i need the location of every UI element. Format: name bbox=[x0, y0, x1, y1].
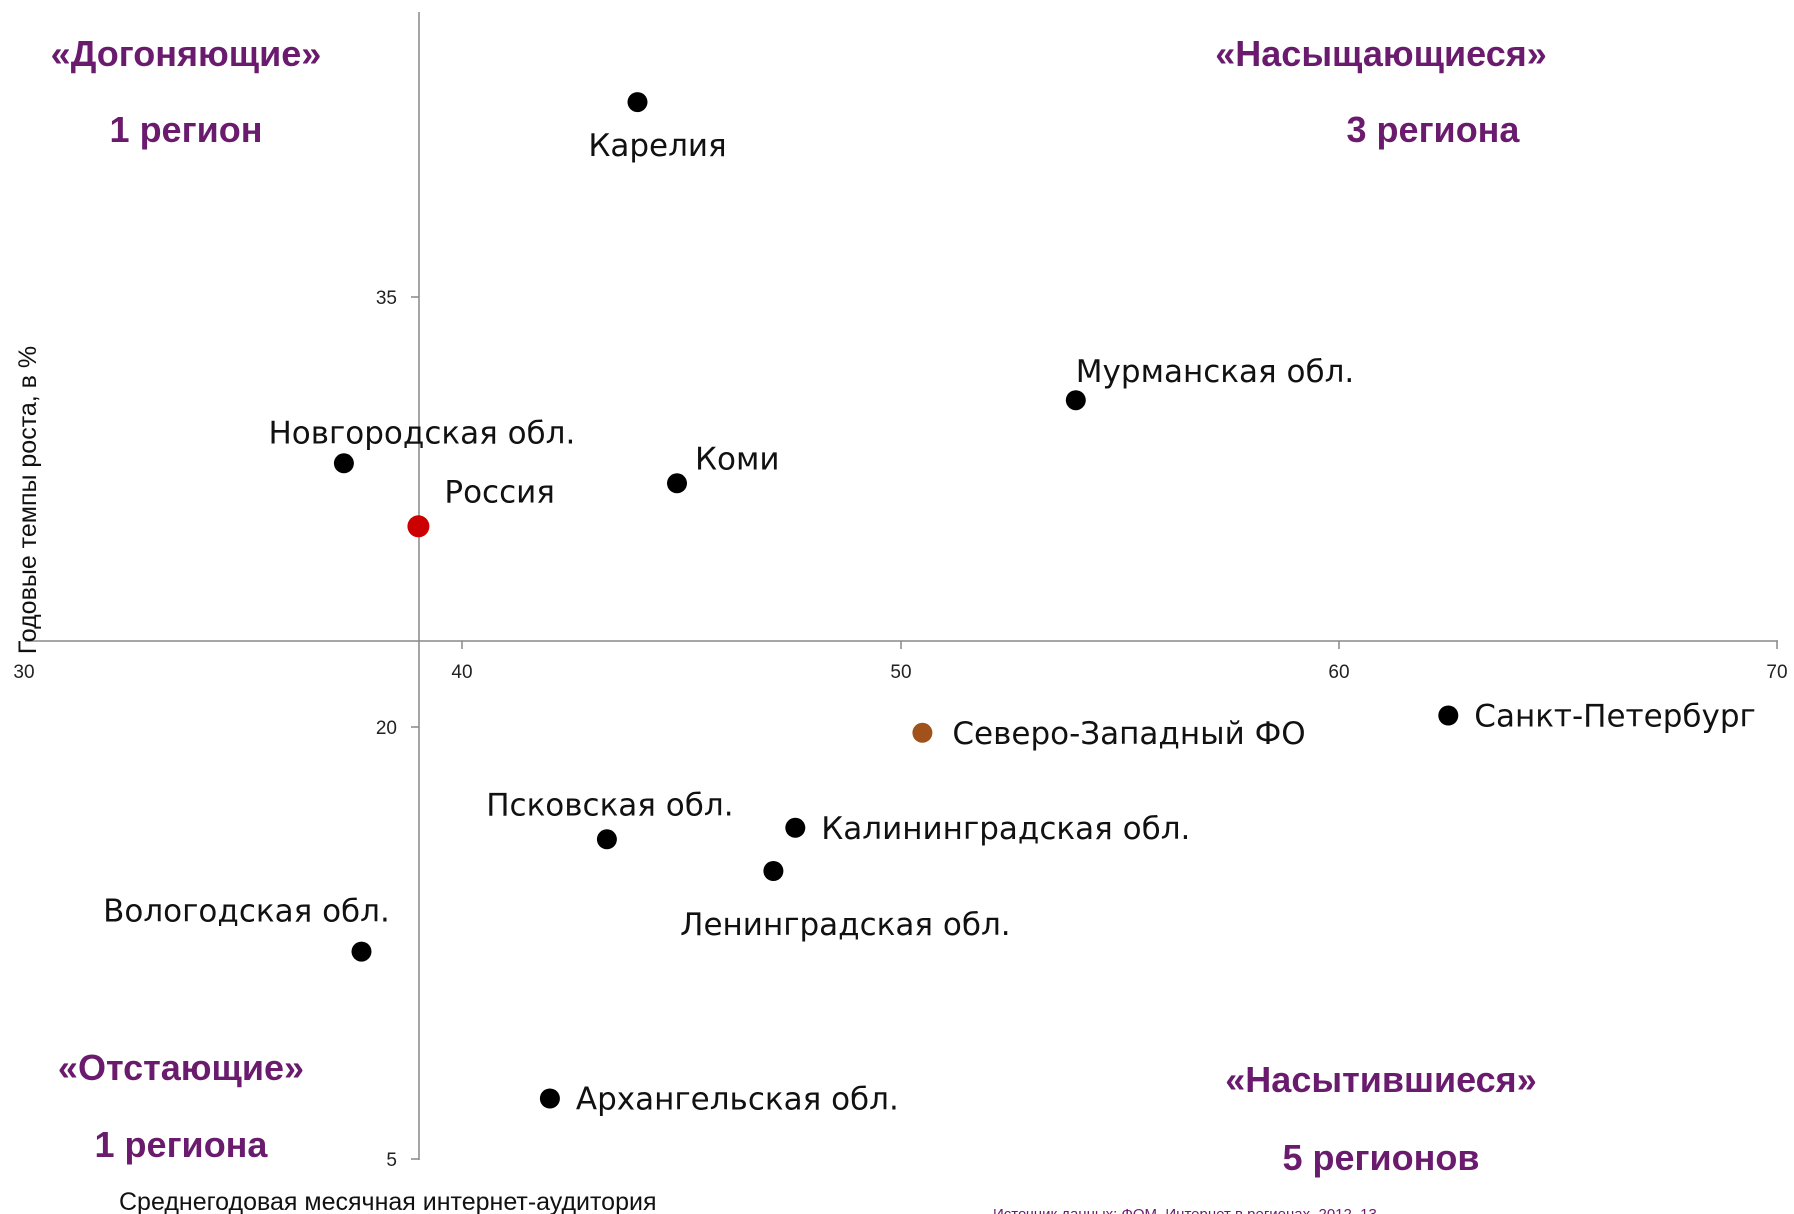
quadrant-title-saturated: «Насытившиеся» bbox=[1225, 1059, 1536, 1100]
scatter-point-spb bbox=[1438, 705, 1459, 726]
x-tick-label: 60 bbox=[1328, 662, 1349, 683]
y-axis-title: Годовые темпы роста, в % bbox=[14, 346, 42, 654]
point-label-vologda: Вологодская обл. bbox=[103, 894, 390, 930]
scatter-point-novgorod bbox=[333, 453, 354, 474]
point-label-szfo: Северо-Западный ФО bbox=[952, 716, 1305, 752]
quadrant-title-catching-up: «Догоняющие» bbox=[51, 33, 322, 74]
x-tick-label: 40 bbox=[451, 662, 472, 683]
point-label-kaliningrad: Калининградская обл. bbox=[821, 811, 1190, 847]
quadrant-count-saturating: 3 региона bbox=[1347, 109, 1521, 150]
x-tick-label: 70 bbox=[1766, 662, 1787, 683]
point-label-spb: Санкт-Петербург bbox=[1474, 699, 1756, 735]
scatter-point-szfo bbox=[912, 722, 933, 743]
y-tick-label: 5 bbox=[386, 1150, 397, 1171]
quadrant-count-saturated: 5 регионов bbox=[1282, 1137, 1479, 1178]
scatter-point-murmansk bbox=[1065, 390, 1086, 411]
scatter-point-russia bbox=[407, 515, 430, 538]
scatter-point-kareliya bbox=[627, 92, 648, 113]
x-tick-label: 50 bbox=[890, 662, 911, 683]
point-label-russia: Россия bbox=[444, 474, 555, 510]
quadrant-count-lagging: 1 региона bbox=[95, 1124, 269, 1165]
quadrant-count-catching-up: 1 регион bbox=[110, 109, 263, 150]
scatter-point-vologda bbox=[351, 941, 372, 962]
point-label-kareliya: Карелия bbox=[588, 128, 726, 164]
scatter-point-arkhangelsk bbox=[539, 1088, 560, 1109]
x-axis-title: Среднегодовая месячная интернет-аудитори… bbox=[119, 1188, 657, 1214]
x-tick-label: 30 bbox=[13, 662, 34, 683]
scatter-point-kaliningrad bbox=[785, 817, 806, 838]
y-tick-label: 35 bbox=[376, 288, 397, 309]
point-label-leningrad: Ленинградская обл. bbox=[680, 907, 1010, 943]
scatter-point-komi bbox=[667, 473, 687, 494]
y-tick-label: 20 bbox=[376, 718, 397, 739]
source-note: Источник данных: ФОМ. Интернет в региона… bbox=[993, 1206, 1377, 1214]
point-label-komi: Коми bbox=[695, 441, 780, 477]
scatter-point-leningrad bbox=[763, 861, 784, 881]
point-label-murmansk: Мурманская обл. bbox=[1076, 354, 1354, 390]
point-label-pskov: Псковская обл. bbox=[486, 787, 733, 823]
scatter-point-pskov bbox=[596, 829, 617, 850]
points-layer: Карелия Мурманская обл. Новгородская обл. К… bbox=[103, 92, 1756, 1118]
quadrant-title-lagging: «Отстающие» bbox=[58, 1047, 304, 1088]
point-label-novgorod: Новгородская обл. bbox=[268, 415, 575, 451]
quadrant-title-saturating: «Насыщающиеся» bbox=[1215, 33, 1547, 74]
point-label-arkhangelsk: Архангельская обл. bbox=[576, 1082, 899, 1118]
